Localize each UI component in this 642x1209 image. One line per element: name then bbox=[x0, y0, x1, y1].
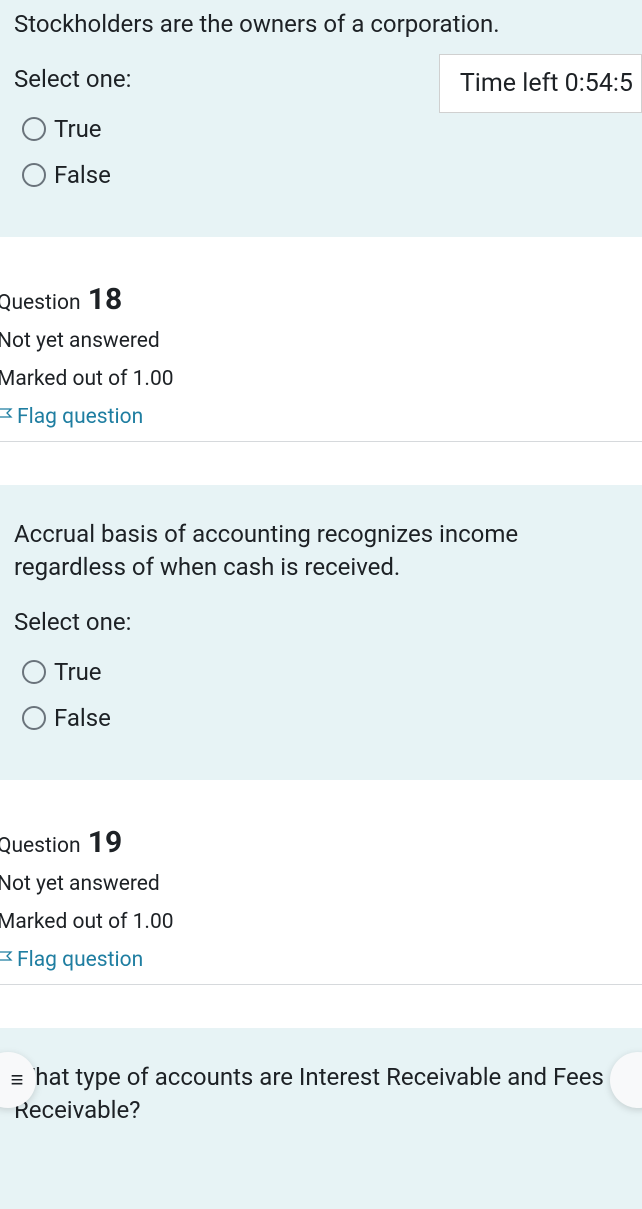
question-18-marks: Marked out of 1.00 bbox=[0, 367, 642, 391]
flag-question-link[interactable]: Flag question bbox=[0, 948, 642, 972]
flag-question-link[interactable]: Flag question bbox=[0, 405, 642, 429]
question-19-title: Question 19 bbox=[0, 825, 642, 860]
select-one-prompt: Select one: bbox=[14, 608, 628, 636]
option-true-row[interactable]: True bbox=[22, 115, 628, 143]
question-label-number: 19 bbox=[88, 825, 122, 860]
section-gap bbox=[0, 985, 642, 1028]
option-false-row[interactable]: False bbox=[22, 161, 628, 189]
question-18-text: Accrual basis of accounting recognizes i… bbox=[14, 510, 628, 608]
option-true-label: True bbox=[54, 115, 102, 143]
question-label-number: 18 bbox=[88, 282, 122, 317]
option-false-label: False bbox=[54, 704, 111, 732]
radio-icon[interactable] bbox=[22, 163, 46, 187]
radio-icon[interactable] bbox=[22, 660, 46, 684]
section-gap bbox=[0, 237, 642, 282]
radio-icon[interactable] bbox=[22, 117, 46, 141]
flag-icon bbox=[0, 950, 13, 970]
question-18-status: Not yet answered bbox=[0, 329, 642, 353]
question-label-word: Question bbox=[0, 834, 81, 858]
question-19-text: What type of accounts are Interest Recei… bbox=[14, 1053, 628, 1151]
question-19-marks: Marked out of 1.00 bbox=[0, 910, 642, 934]
question-18-content: Accrual basis of accounting recognizes i… bbox=[0, 485, 642, 780]
question-18-header: Question 18 Not yet answered Marked out … bbox=[0, 282, 642, 442]
option-false-label: False bbox=[54, 161, 111, 189]
flag-icon bbox=[0, 407, 13, 427]
section-gap bbox=[0, 442, 642, 485]
option-false-row[interactable]: False bbox=[22, 704, 628, 732]
section-gap bbox=[0, 780, 642, 825]
question-19-header: Question 19 Not yet answered Marked out … bbox=[0, 825, 642, 985]
option-true-row[interactable]: True bbox=[22, 658, 628, 686]
question-19-content: What type of accounts are Interest Recei… bbox=[0, 1028, 642, 1209]
flag-question-label: Flag question bbox=[17, 948, 143, 972]
hamburger-icon: ≡ bbox=[11, 1067, 24, 1093]
timer-label: Time left 0:54:5 bbox=[460, 69, 633, 98]
timer-box: Time left 0:54:5 bbox=[439, 54, 642, 113]
question-17-content: Stockholders are the owners of a corpora… bbox=[0, 0, 642, 237]
flag-question-label: Flag question bbox=[17, 405, 143, 429]
question-19-status: Not yet answered bbox=[0, 872, 642, 896]
option-true-label: True bbox=[54, 658, 102, 686]
question-18-title: Question 18 bbox=[0, 282, 642, 317]
question-label-word: Question bbox=[0, 291, 81, 315]
radio-icon[interactable] bbox=[22, 706, 46, 730]
